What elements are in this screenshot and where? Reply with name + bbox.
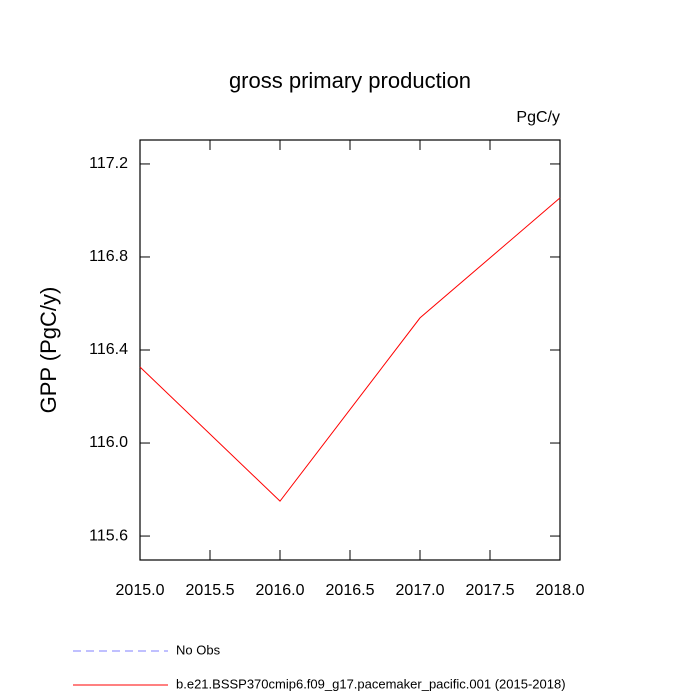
legend-label: b.e21.BSSP370cmip6.f09_g17.pacemaker_pac… <box>176 676 566 691</box>
y-axis-label: GPP (PgC/y) <box>36 287 61 414</box>
legend-label: No Obs <box>176 642 221 657</box>
y-tick-label: 116.0 <box>89 434 128 451</box>
x-tick-label: 2015.5 <box>186 582 235 599</box>
y-tick-label: 116.4 <box>89 341 128 358</box>
plot-frame <box>139 139 561 561</box>
units-label: PgC/y <box>516 109 560 126</box>
x-tick-label: 2018.0 <box>536 582 585 599</box>
chart-title: gross primary production <box>229 68 471 93</box>
y-tick-label: 117.2 <box>89 155 128 172</box>
y-tick-label: 115.6 <box>89 527 128 544</box>
x-tick-label: 2016.0 <box>256 582 305 599</box>
x-tick-label: 2017.5 <box>466 582 515 599</box>
series-line <box>139 197 561 502</box>
x-tick-label: 2015.0 <box>116 582 165 599</box>
y-tick-label: 116.8 <box>89 248 128 265</box>
x-tick-label: 2017.0 <box>396 582 445 599</box>
x-tick-label: 2016.5 <box>326 582 375 599</box>
